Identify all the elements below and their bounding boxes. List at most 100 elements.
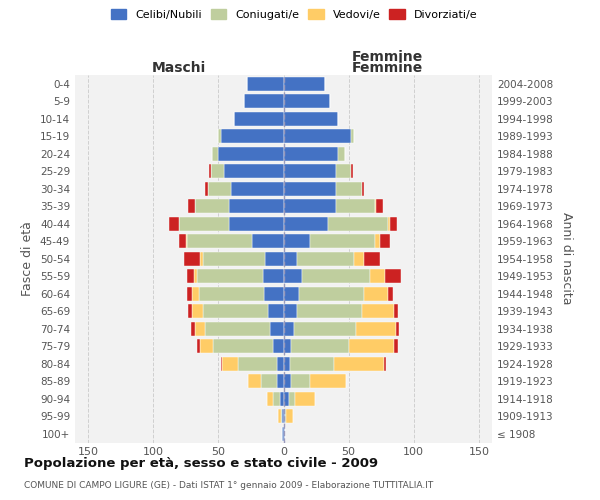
Bar bbox=[370, 269, 385, 283]
Bar bbox=[195, 322, 205, 336]
Bar bbox=[299, 287, 364, 300]
Bar bbox=[302, 269, 370, 283]
Bar bbox=[277, 357, 284, 370]
Bar bbox=[265, 252, 284, 266]
Bar bbox=[364, 287, 388, 300]
Bar bbox=[195, 199, 229, 213]
Text: COMUNE DI CAMPO LIGURE (GE) - Dati ISTAT 1° gennaio 2009 - Elaborazione TUTTITAL: COMUNE DI CAMPO LIGURE (GE) - Dati ISTAT… bbox=[24, 481, 433, 490]
Bar bbox=[197, 269, 263, 283]
Bar bbox=[394, 304, 398, 318]
Bar bbox=[263, 269, 284, 283]
Bar bbox=[188, 199, 195, 213]
Bar bbox=[395, 322, 400, 336]
Bar bbox=[349, 339, 394, 353]
Bar bbox=[338, 147, 345, 161]
Bar bbox=[335, 164, 351, 178]
Bar bbox=[364, 252, 380, 266]
Bar bbox=[282, 427, 284, 441]
Bar bbox=[187, 287, 192, 300]
Bar bbox=[356, 322, 395, 336]
Bar bbox=[205, 182, 208, 196]
Bar bbox=[187, 234, 252, 248]
Bar bbox=[208, 182, 232, 196]
Bar bbox=[247, 76, 284, 91]
Bar bbox=[278, 409, 281, 423]
Text: Femmine: Femmine bbox=[352, 61, 424, 75]
Bar bbox=[385, 269, 401, 283]
Bar bbox=[380, 234, 391, 248]
Legend: Celibi/Nubili, Coniugati/e, Vedovi/e, Divorziati/e: Celibi/Nubili, Coniugati/e, Vedovi/e, Di… bbox=[107, 6, 481, 23]
Bar bbox=[294, 322, 356, 336]
Bar bbox=[232, 182, 284, 196]
Bar bbox=[222, 357, 238, 370]
Bar bbox=[290, 357, 334, 370]
Bar bbox=[282, 409, 284, 423]
Bar bbox=[328, 217, 388, 231]
Bar bbox=[194, 269, 197, 283]
Bar bbox=[284, 409, 285, 423]
Bar bbox=[179, 234, 186, 248]
Bar bbox=[284, 199, 335, 213]
Bar bbox=[286, 409, 293, 423]
Bar bbox=[351, 129, 354, 143]
Bar bbox=[221, 357, 222, 370]
Bar bbox=[238, 357, 277, 370]
Bar bbox=[280, 392, 284, 406]
Bar bbox=[284, 94, 331, 108]
Bar bbox=[179, 217, 229, 231]
Bar bbox=[388, 287, 393, 300]
Bar bbox=[218, 147, 284, 161]
Bar bbox=[296, 304, 362, 318]
Bar bbox=[284, 322, 294, 336]
Bar bbox=[200, 339, 213, 353]
Bar bbox=[224, 164, 284, 178]
Bar bbox=[169, 217, 179, 231]
Bar bbox=[310, 374, 346, 388]
Bar bbox=[284, 392, 289, 406]
Bar bbox=[391, 217, 397, 231]
Bar bbox=[375, 199, 376, 213]
Bar bbox=[284, 147, 338, 161]
Bar bbox=[296, 252, 354, 266]
Bar bbox=[229, 199, 284, 213]
Bar bbox=[221, 129, 284, 143]
Bar bbox=[218, 129, 221, 143]
Bar bbox=[192, 304, 203, 318]
Bar bbox=[213, 339, 273, 353]
Bar bbox=[200, 252, 203, 266]
Bar bbox=[284, 112, 338, 126]
Bar bbox=[264, 287, 284, 300]
Bar bbox=[203, 252, 265, 266]
Bar bbox=[335, 199, 375, 213]
Bar bbox=[244, 94, 284, 108]
Bar bbox=[271, 322, 284, 336]
Bar bbox=[295, 392, 315, 406]
Bar bbox=[284, 339, 292, 353]
Bar bbox=[384, 357, 386, 370]
Bar bbox=[187, 269, 194, 283]
Bar bbox=[362, 304, 394, 318]
Bar bbox=[284, 217, 328, 231]
Bar bbox=[273, 392, 280, 406]
Bar bbox=[203, 304, 268, 318]
Bar bbox=[284, 164, 335, 178]
Bar bbox=[212, 147, 218, 161]
Bar bbox=[284, 287, 299, 300]
Bar bbox=[292, 374, 310, 388]
Bar bbox=[191, 322, 195, 336]
Bar bbox=[362, 182, 364, 196]
Bar bbox=[394, 339, 398, 353]
Bar bbox=[284, 304, 296, 318]
Bar bbox=[284, 252, 296, 266]
Bar bbox=[268, 304, 284, 318]
Bar bbox=[197, 339, 200, 353]
Bar bbox=[209, 164, 211, 178]
Text: Femmine: Femmine bbox=[352, 50, 424, 64]
Bar bbox=[266, 392, 273, 406]
Bar bbox=[229, 217, 284, 231]
Bar bbox=[284, 76, 325, 91]
Bar bbox=[335, 182, 362, 196]
Bar bbox=[188, 304, 192, 318]
Bar bbox=[273, 339, 284, 353]
Bar bbox=[184, 252, 200, 266]
